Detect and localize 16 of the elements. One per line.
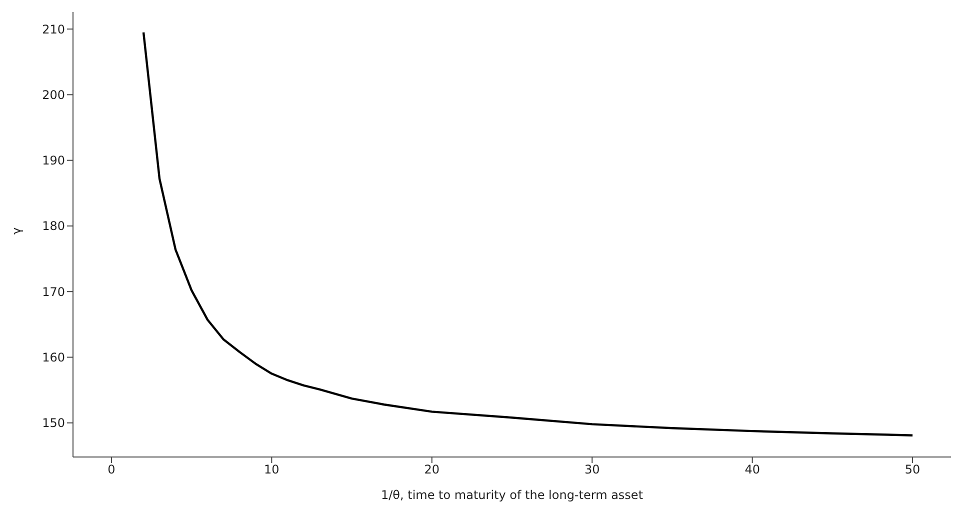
- x-tick-label: 40: [744, 462, 760, 477]
- y-axis-title: γ: [9, 227, 24, 234]
- x-tick-label: 50: [904, 462, 920, 477]
- x-tick-label: 30: [584, 462, 600, 477]
- y-tick-label: 150: [42, 416, 65, 430]
- line-series: [142, 31, 914, 436]
- y-tick-label: 200: [42, 88, 65, 102]
- x-axis-title: 1/θ, time to maturity of the long-term asset: [380, 488, 644, 502]
- x-tick-label: 10: [264, 462, 280, 477]
- y-tick-label: 210: [42, 22, 65, 36]
- y-tick-label: 170: [42, 284, 65, 299]
- x-tick-label: 20: [424, 462, 440, 477]
- y-tick-label: 160: [42, 350, 65, 364]
- y-tick-label: 180: [42, 219, 65, 234]
- y-tick-label: 190: [42, 154, 65, 168]
- x-tick-label: 0: [108, 462, 116, 477]
